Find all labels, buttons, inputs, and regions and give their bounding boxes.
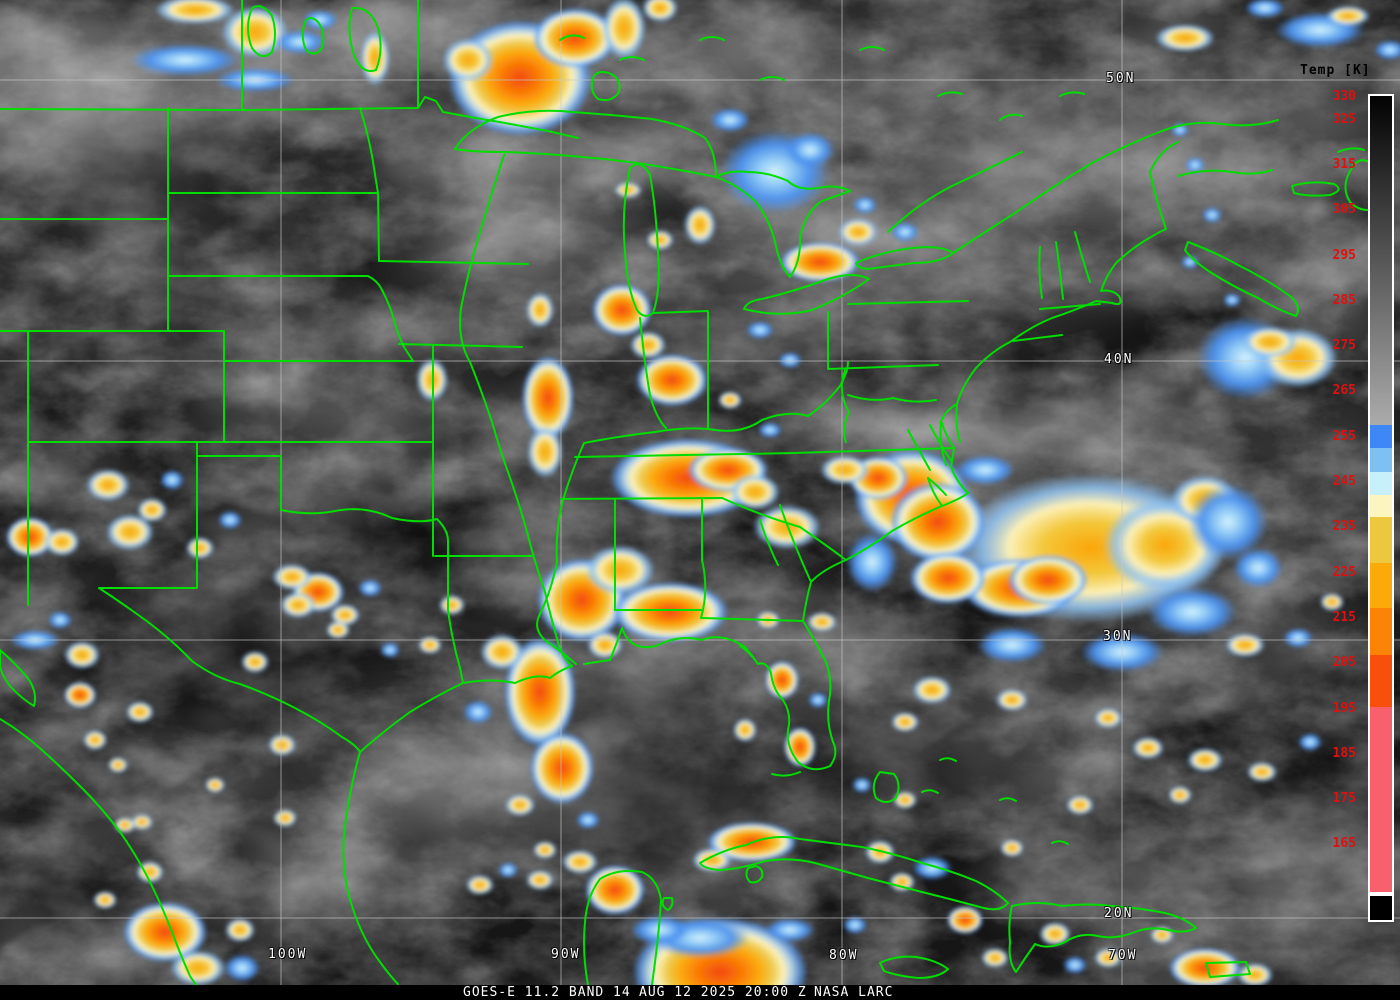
lat-label-50n: 50N	[1106, 71, 1136, 86]
colorbar-segments	[1370, 96, 1392, 920]
colorbar-tick-label: 175	[1332, 791, 1356, 807]
colorbar-segment	[1370, 563, 1392, 608]
colorbar-segment	[1370, 517, 1392, 563]
colorbar-segment	[1370, 707, 1392, 892]
colorbar-segment	[1370, 96, 1392, 425]
lon-label-100w: 100W	[268, 947, 308, 962]
colorbar-segment	[1370, 655, 1392, 707]
cloud-layer-convection	[6, 0, 1400, 985]
timestamp-text: AUG 12 2025 20:00 Z	[639, 985, 807, 1000]
status-bar: GOES-E 11.2 BAND 14 AUG 12 2025 20:00 Z …	[0, 985, 1400, 1000]
lat-label-30n: 30N	[1103, 629, 1133, 644]
colorbar-tick-label: 325	[1332, 111, 1356, 127]
geo-borders	[0, 0, 1390, 985]
colorbar-tick-label: 185	[1332, 745, 1356, 761]
lat-label-20n: 20N	[1104, 906, 1134, 921]
lon-label-80w: 80W	[829, 948, 859, 963]
colorbar-tick-label: 235	[1332, 519, 1356, 535]
colorbar-segment	[1370, 472, 1392, 495]
colorbar-segment	[1370, 896, 1392, 920]
colorbar-segment	[1370, 608, 1392, 655]
colorbar-tick-label: 315	[1332, 156, 1356, 172]
colorbar-tick-label: 265	[1332, 383, 1356, 399]
colorbar-segment	[1370, 448, 1392, 472]
lon-label-70w: 70W	[1108, 948, 1138, 963]
colorbar-tick-label: 165	[1332, 836, 1356, 852]
lat-label-40n: 40N	[1104, 352, 1134, 367]
colorbar	[1368, 94, 1394, 922]
colorbar-tick-label: 285	[1332, 292, 1356, 308]
lon-label-90w: 90W	[551, 947, 581, 962]
colorbar-tick-label: 330	[1332, 89, 1356, 104]
colorbar-tick-label: 225	[1332, 564, 1356, 580]
colorbar-tick-label: 195	[1332, 700, 1356, 716]
colorbar-tick-label: 305	[1332, 202, 1356, 218]
colorbar-tick-label: 215	[1332, 609, 1356, 625]
colorbar-title: Temp [K]	[1300, 63, 1371, 78]
colorbar-segment	[1370, 495, 1392, 517]
colorbar-tick-label: 255	[1332, 428, 1356, 444]
colorbar-tick-label: 295	[1332, 247, 1356, 263]
colorbar-tick-label: 245	[1332, 474, 1356, 490]
colorbar-segment	[1370, 892, 1392, 896]
colorbar-tick-label: 205	[1332, 655, 1356, 671]
colorbar-tick-label: 275	[1332, 338, 1356, 354]
credit-text: NASA LARC	[814, 985, 894, 1000]
satellite-id-text: GOES-E 11.2 BAND 14	[463, 985, 631, 1000]
colorbar-segment	[1370, 425, 1392, 448]
